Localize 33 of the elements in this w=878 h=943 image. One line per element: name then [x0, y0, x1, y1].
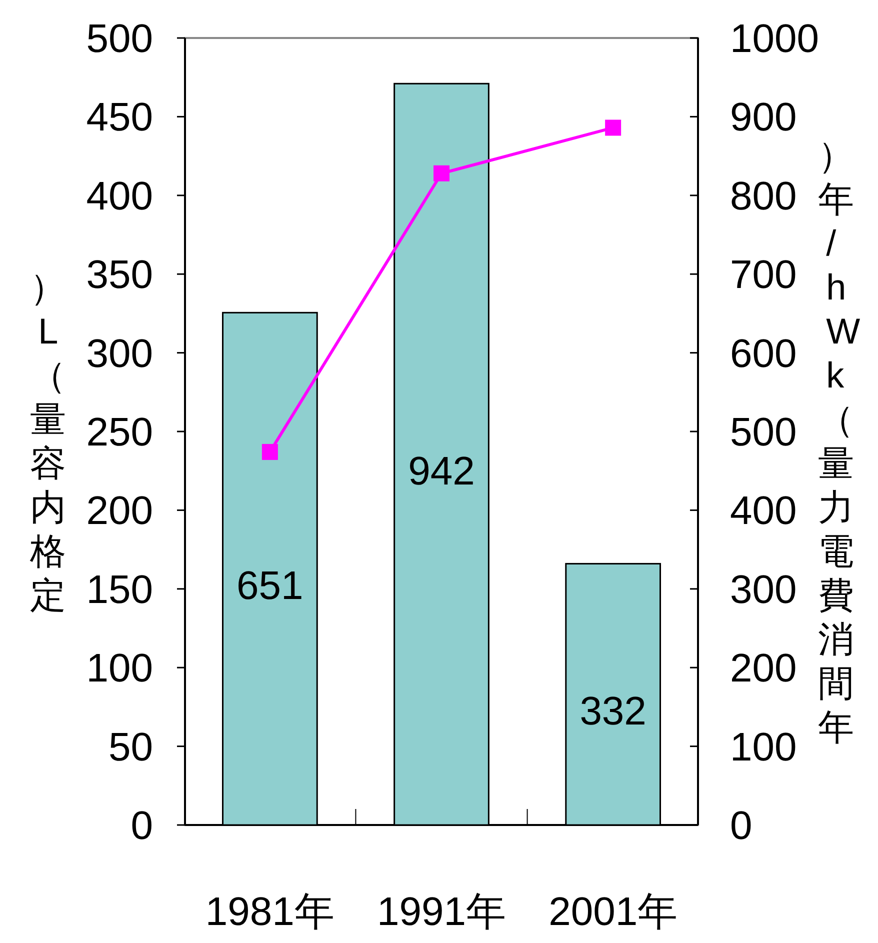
- y2-tick-label: 500: [730, 410, 797, 454]
- y-tick-label: 500: [86, 17, 153, 61]
- y-tick-label: 100: [86, 646, 153, 691]
- y2-axis-title: 年間消費電力量（kWh/年）: [818, 134, 860, 748]
- y-tick-label: 450: [86, 96, 153, 140]
- y-tick-label: 250: [86, 410, 153, 454]
- data-label: 651: [236, 564, 304, 608]
- y-tick-label: 0: [130, 804, 153, 848]
- y2-tick-label: 0: [730, 804, 752, 848]
- point: [434, 165, 450, 182]
- y2-tick-label: 400: [730, 489, 797, 534]
- y-axis-title: 定格内容量（L）: [29, 266, 66, 616]
- y2-tick-label: 600: [730, 332, 797, 376]
- point: [605, 120, 622, 136]
- y2-tick-label: 900: [730, 96, 797, 140]
- y2-tick-label: 1000: [730, 17, 819, 61]
- data-label: 942: [408, 449, 475, 494]
- y-tick-label: 150: [86, 568, 153, 612]
- x-tick-label: 1981年: [205, 890, 334, 934]
- x-tick-label: 2001年: [548, 890, 678, 934]
- y-tick-label: 200: [86, 489, 153, 534]
- y2-tick-label: 300: [730, 568, 797, 612]
- data-label: 332: [580, 689, 646, 734]
- y2-tick-label: 100: [730, 725, 797, 770]
- y-tick-label: 400: [86, 174, 153, 218]
- y-tick-label: 350: [86, 253, 153, 298]
- y2-tick-label: 800: [730, 174, 797, 218]
- y2-tick-label: 200: [730, 646, 797, 691]
- y-tick-label: 300: [86, 332, 153, 376]
- y-tick-label: 50: [108, 725, 153, 770]
- x-tick-label: 1991年: [377, 890, 506, 934]
- point: [262, 444, 278, 460]
- y2-tick-label: 700: [730, 253, 797, 298]
